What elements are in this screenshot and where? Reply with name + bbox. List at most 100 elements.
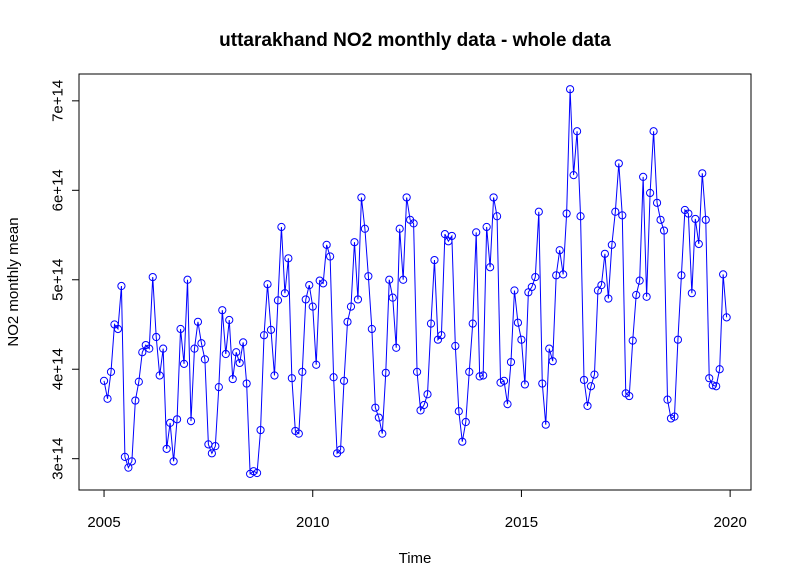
x-axis-label: Time [399,550,432,567]
data-point [232,348,241,357]
data-point [200,355,210,364]
data-point [534,207,543,216]
data-point [541,420,550,429]
data-point [423,390,432,399]
data-point [127,457,136,466]
data-point [256,425,265,435]
data-point [124,463,133,472]
data-point [221,349,230,359]
data-point [559,270,568,279]
data-point [451,341,460,351]
data-point [475,372,484,381]
data-point [106,367,116,377]
data-point [545,344,554,353]
data-point [538,379,547,388]
data-point [482,222,491,232]
y-tick-label: 4e+14 [50,348,67,390]
data-point [597,281,606,290]
data-point [343,317,352,326]
data-point [392,343,401,352]
data-point [235,358,244,368]
data-point [510,286,519,295]
data-point [399,275,408,284]
data-point [572,127,582,136]
data-point [489,193,498,202]
data-point [652,198,662,207]
data-point [218,306,227,315]
data-point [385,275,394,284]
data-point [479,371,488,380]
data-point [520,380,530,389]
y-axis: 3e+14 4e+14 5e+14 6e+14 7e+14 [50,80,80,480]
data-point [607,240,616,249]
data-point [646,188,655,198]
data-point [611,207,620,216]
data-point [465,367,474,377]
data-point [159,344,168,353]
y-tick-label: 3e+14 [50,438,67,480]
data-point [259,331,269,340]
data-point [461,417,470,427]
data-point [152,332,161,342]
data-point [190,344,199,353]
data-point [312,360,321,369]
data-point [684,209,693,218]
x-tick-label: 2015 [505,514,538,531]
data-point [357,193,366,202]
data-point [211,442,220,451]
data-point [639,172,648,181]
y-tick-label: 5e+14 [50,259,67,301]
data-point [252,468,262,478]
data-point [263,280,272,289]
data-point [138,348,147,357]
data-point [517,335,526,344]
y-tick-label: 7e+14 [50,80,67,122]
data-point [270,371,279,380]
data-point [131,396,140,405]
data-point [454,407,463,416]
data-point [329,373,338,382]
data-point [339,376,349,385]
data-point [402,193,411,202]
data-point [207,449,216,458]
data-point [579,375,589,385]
data-point [242,379,251,388]
data-point [287,374,296,383]
data-point [183,275,192,284]
data-point [503,400,512,409]
data-point [590,370,599,379]
data-point [506,357,516,367]
data-point [364,272,373,281]
data-point [719,270,728,279]
data-point [186,417,196,426]
data-point [527,282,536,292]
data-point [576,212,585,221]
data-point [712,382,721,391]
data-point [586,382,596,391]
data-point [687,289,696,298]
data-point [166,418,175,427]
data-point [604,294,613,303]
data-point [371,403,380,412]
data-point [99,376,109,385]
data-point [155,371,164,380]
data-point [531,272,540,282]
data-point [214,383,223,392]
data-point [426,319,436,328]
data-point [673,335,683,344]
data-point [172,415,182,424]
data-point [350,238,359,247]
data-point [656,215,665,224]
x-axis: 2005 2010 2015 2020 [87,489,747,531]
series-line [103,89,728,475]
data-point [346,302,356,311]
data-point [659,226,669,235]
data-point [468,319,477,328]
data-point [715,365,724,374]
data-point [284,254,293,263]
data-point [308,302,317,311]
data-point [430,255,439,265]
data-point [569,170,578,180]
data-point [632,290,641,300]
